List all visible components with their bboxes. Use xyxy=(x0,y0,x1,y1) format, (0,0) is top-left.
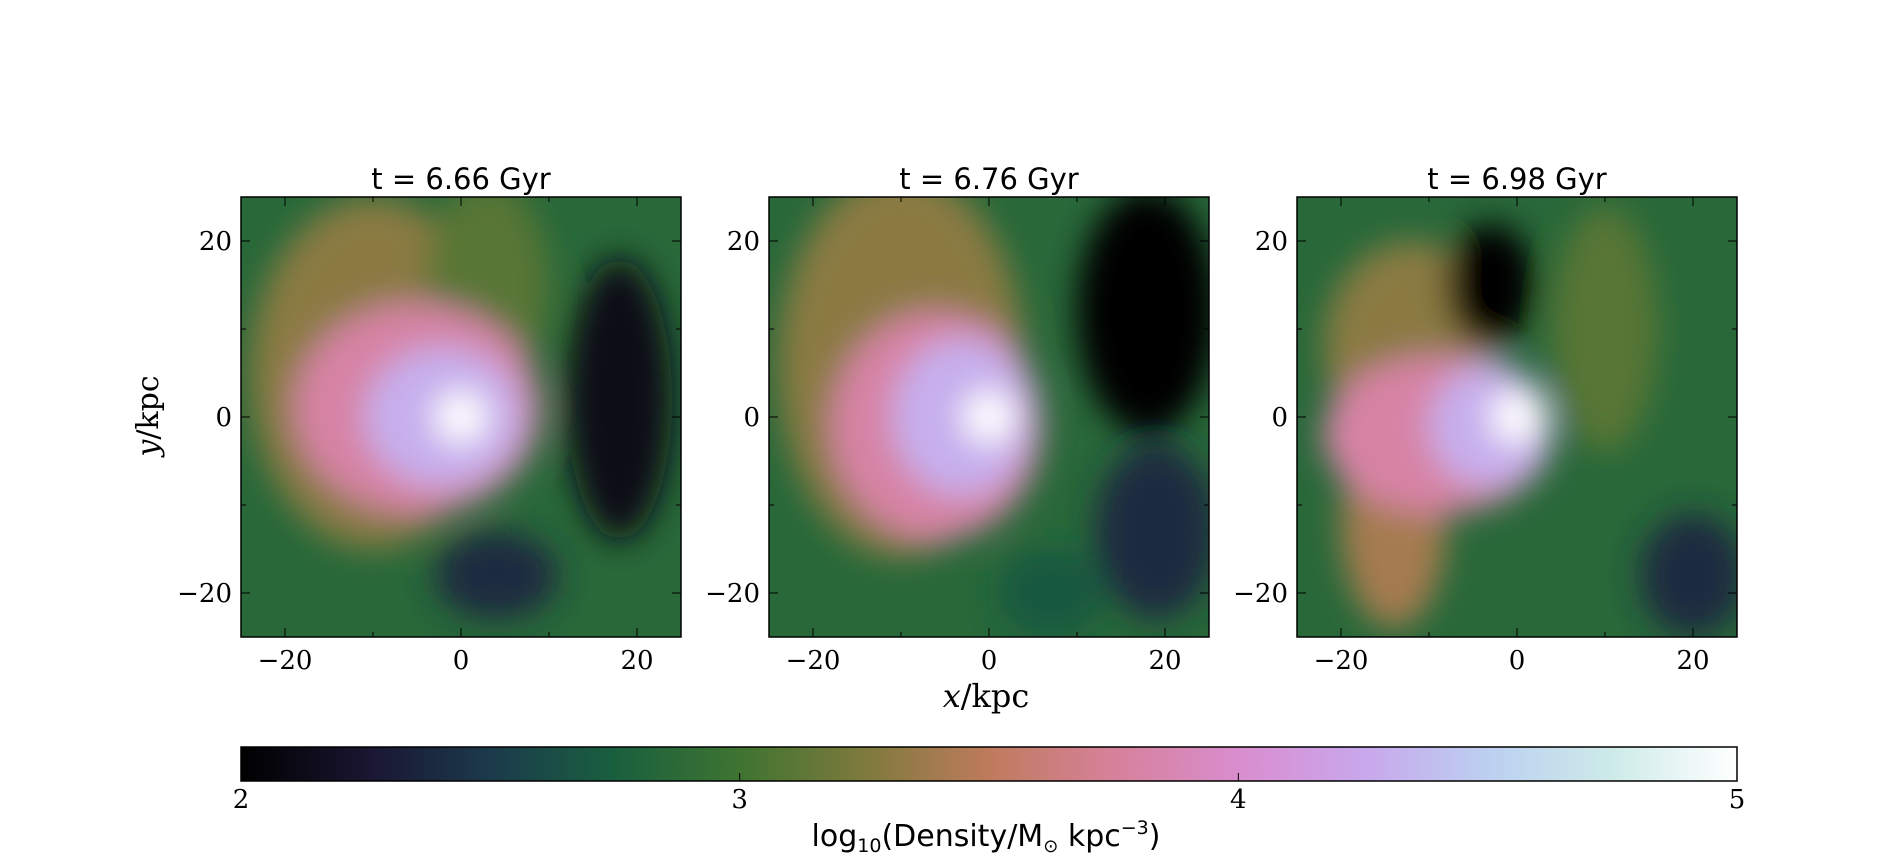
x-tick-label: 20 xyxy=(620,646,653,676)
colorbar: 2 3 4 5 log10(Density/M⊙ kpc−3) xyxy=(233,746,1746,857)
y-tick-label: −20 xyxy=(1233,579,1288,609)
x-tick-label: 0 xyxy=(981,646,998,676)
y-tick-label: 20 xyxy=(199,227,232,257)
y-tick-label: 0 xyxy=(215,403,232,433)
panels: −20 0 20 −20 0 20 t = 6.66 Gyr −20 0 20 −20 0 20 t = … xyxy=(177,162,1738,676)
density-blob xyxy=(962,390,1016,444)
x-axis-label: x/kpc xyxy=(943,677,1030,715)
colorbar-gradient xyxy=(240,746,1738,782)
density-blob xyxy=(1490,390,1544,444)
x-tick-label: −20 xyxy=(786,646,841,676)
y-axis-label: y/kpc xyxy=(131,375,166,458)
x-tick-label: 0 xyxy=(453,646,470,676)
density-blob xyxy=(892,337,1033,497)
panel-title: t = 6.98 Gyr xyxy=(1427,162,1607,196)
x-tick-label: 20 xyxy=(1676,646,1709,676)
panel-title: t = 6.66 Gyr xyxy=(371,162,551,196)
y-tick-label: 20 xyxy=(1255,227,1288,257)
y-tick-label: −20 xyxy=(177,579,232,609)
heatmap-panel: −20 0 20 −20 0 20 t = 6.76 Gyr xyxy=(705,162,1210,676)
density-blob xyxy=(1094,443,1209,620)
x-tick-label: −20 xyxy=(258,646,313,676)
density-blob xyxy=(1077,197,1209,435)
density-blob xyxy=(1640,513,1737,637)
density-blob xyxy=(566,258,673,541)
colorbar-tick-label: 2 xyxy=(233,785,250,815)
y-tick-label: 20 xyxy=(727,227,760,257)
colorbar-label: log10(Density/M⊙ kpc−3) xyxy=(812,817,1161,857)
panel-title: t = 6.76 Gyr xyxy=(899,162,1079,196)
y-tick-label: 0 xyxy=(743,403,760,433)
colorbar-tick-label: 3 xyxy=(731,785,748,815)
density-blob xyxy=(1552,205,1658,453)
density-blob xyxy=(1446,223,1535,347)
x-tick-label: 0 xyxy=(1509,646,1526,676)
y-tick-label: −20 xyxy=(705,579,760,609)
heatmap-panel: −20 0 20 −20 0 20 t = 6.66 Gyr xyxy=(177,162,682,676)
density-blob xyxy=(434,390,488,444)
density-blob xyxy=(997,549,1104,637)
colorbar-tick-label: 5 xyxy=(1729,785,1746,815)
colorbar-tick-label: 4 xyxy=(1230,785,1247,815)
x-tick-label: −20 xyxy=(1314,646,1369,676)
density-blob xyxy=(434,531,558,620)
colorbar-ticks: 2 3 4 5 xyxy=(233,773,1746,815)
x-tick-label: 20 xyxy=(1148,646,1181,676)
heatmap-panel: −20 0 20 −20 0 20 t = 6.98 Gyr xyxy=(1233,162,1738,676)
y-tick-label: 0 xyxy=(1271,403,1288,433)
